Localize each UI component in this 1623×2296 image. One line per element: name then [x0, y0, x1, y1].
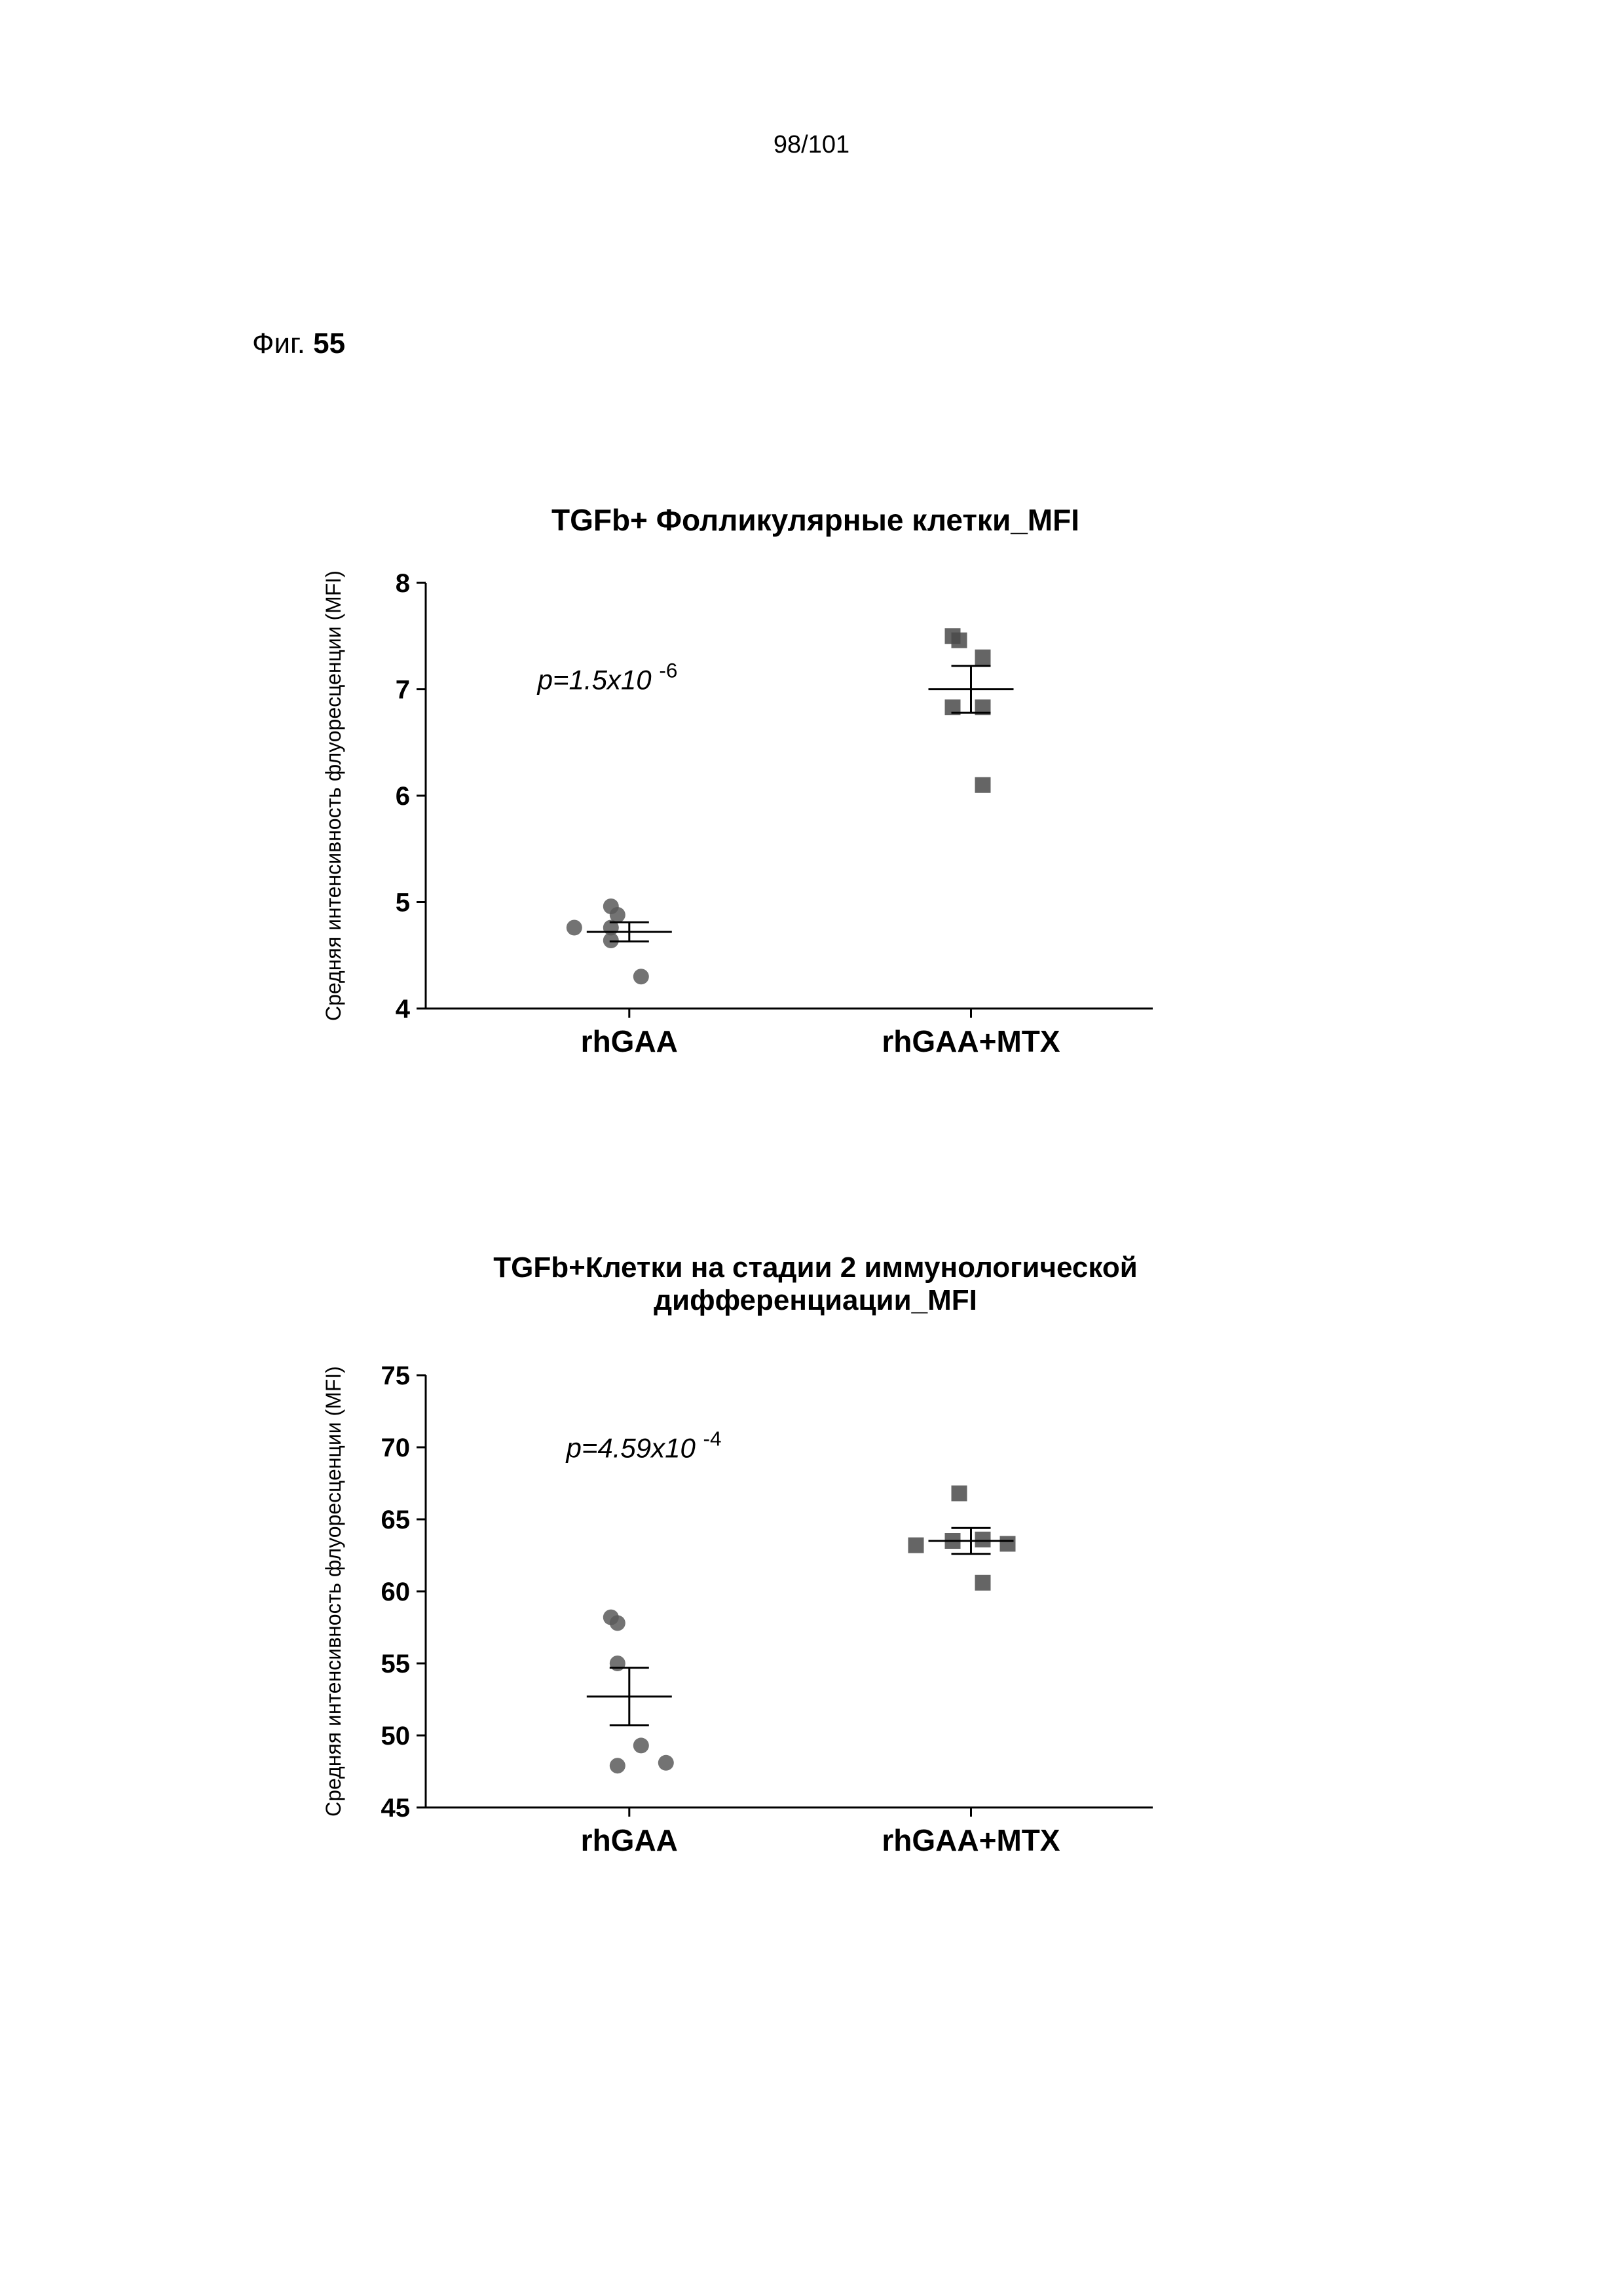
- page-number: 98/101: [774, 131, 849, 159]
- data-point: [633, 1737, 649, 1753]
- ytick-label: 45: [381, 1794, 411, 1823]
- ytick-label: 7: [396, 676, 410, 705]
- data-point: [975, 1532, 991, 1547]
- data-point: [975, 650, 991, 665]
- ytick-label: 6: [396, 782, 410, 811]
- data-point: [610, 1758, 625, 1773]
- data-point: [1000, 1536, 1016, 1551]
- data-point: [603, 933, 619, 948]
- ytick-label: 55: [381, 1650, 411, 1678]
- data-point: [610, 1656, 625, 1671]
- xtick-label: rhGAA+MTX: [882, 1024, 1060, 1058]
- data-point: [908, 1538, 924, 1553]
- y-axis-label: Средняя интенсивность флуоресценции (MFI…: [322, 570, 345, 1021]
- ytick-label: 75: [381, 1361, 411, 1390]
- pvalue-annotation: p=1.5x10 -6: [536, 659, 678, 695]
- ytick-label: 60: [381, 1578, 411, 1606]
- data-point: [975, 1575, 991, 1591]
- data-point: [567, 920, 582, 936]
- xtick-label: rhGAA: [581, 1024, 678, 1058]
- chart-title: дифференциации_MFI: [654, 1284, 977, 1316]
- ytick-label: 8: [396, 569, 410, 598]
- y-axis-label: Средняя интенсивность флуоресценции (MFI…: [322, 1366, 345, 1817]
- data-point: [945, 628, 961, 644]
- data-point: [952, 1485, 967, 1501]
- chart-title: TGFb+ Фолликулярные клетки_MFI: [551, 503, 1079, 537]
- data-point: [603, 1610, 619, 1625]
- data-point: [658, 1755, 674, 1771]
- data-point: [603, 898, 619, 914]
- data-point: [633, 969, 649, 984]
- figure-number: 55: [313, 327, 345, 360]
- ytick-label: 50: [381, 1722, 411, 1750]
- xtick-label: rhGAA+MTX: [882, 1823, 1060, 1857]
- ytick-label: 70: [381, 1434, 411, 1462]
- chart-title: TGFb+Клетки на стадии 2 иммунологической: [493, 1251, 1138, 1284]
- ytick-label: 65: [381, 1506, 411, 1534]
- figure-label: Фиг. 55: [252, 327, 345, 360]
- pvalue-annotation: p=4.59x10 -4: [565, 1426, 721, 1463]
- ytick-label: 5: [396, 889, 410, 917]
- xtick-label: rhGAA: [581, 1823, 678, 1857]
- chart-tgfb-follicular: TGFb+ Фолликулярные клетки_MFI 4 5 6 7 8 rhGAA…: [282, 498, 1199, 1100]
- data-point: [975, 777, 991, 793]
- ytick-label: 4: [396, 995, 411, 1024]
- figure-label-prefix: Фиг.: [252, 327, 313, 360]
- chart-tgfb-t2: TGFb+Клетки на стадии 2 иммунологической…: [282, 1244, 1199, 1899]
